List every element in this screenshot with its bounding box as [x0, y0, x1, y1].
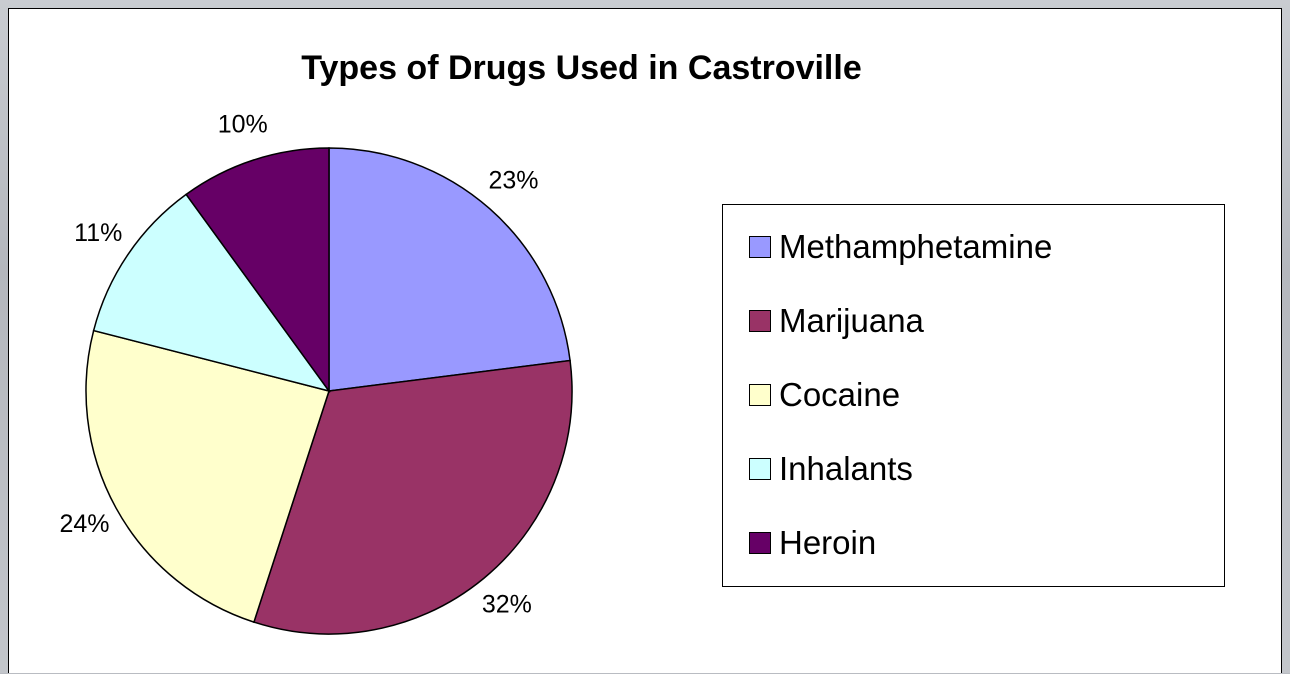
pie-slice-inhalants	[92, 193, 331, 393]
legend-label: Cocaine	[779, 376, 901, 413]
legend-swatch	[749, 310, 771, 332]
legend-swatch	[749, 384, 771, 406]
pie-slice-cocaine	[85, 329, 330, 624]
legend-swatch	[749, 532, 771, 554]
chart-title: Types of Drugs Used in Castroville	[301, 49, 862, 87]
slice-label-inhalants: 11%	[74, 219, 122, 247]
legend-item-inhalants: Inhalants	[749, 449, 913, 489]
pie-slice-marijuana	[252, 359, 573, 635]
legend-label: Marijuana	[779, 302, 924, 339]
legend-swatch	[749, 458, 771, 480]
legend-item-heroin: Heroin	[749, 523, 876, 563]
legend: Methamphetamine Marijuana Cocaine Inhala…	[722, 204, 1225, 587]
slice-label-cocaine: 24%	[59, 510, 109, 538]
legend-label: Methamphetamine	[779, 228, 1053, 265]
legend-item-cocaine: Cocaine	[749, 375, 900, 415]
slice-label-heroin: 10%	[218, 110, 268, 138]
legend-item-marijuana: Marijuana	[749, 301, 924, 341]
slice-label-methamphetamine: 23%	[488, 166, 538, 194]
legend-item-methamphetamine: Methamphetamine	[749, 227, 1052, 267]
chart-area: Types of Drugs Used in Castroville 23% 32…	[8, 8, 1282, 673]
legend-label: Inhalants	[779, 450, 913, 487]
pie-slice-heroin	[185, 147, 330, 394]
slice-label-marijuana: 32%	[482, 591, 532, 619]
pie-slice-methamphetamine	[328, 147, 571, 392]
legend-swatch	[749, 236, 771, 258]
legend-label: Heroin	[779, 524, 877, 561]
pie-chart: 23% 32% 24% 11% 10%	[59, 110, 573, 635]
